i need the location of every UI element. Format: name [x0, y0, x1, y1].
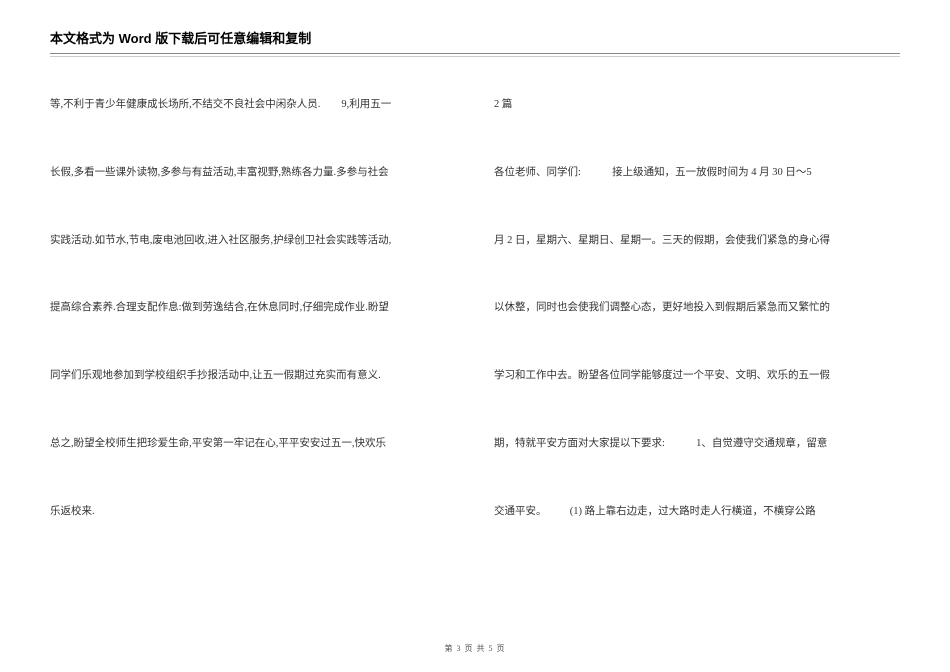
page-header-title: 本文格式为 Word 版下载后可任意编辑和复制	[50, 28, 900, 54]
body-line: 总之,盼望全校师生把珍爱生命,平安第一牢记在心,平平安安过五一,快欢乐	[50, 436, 456, 452]
body-line: 学习和工作中去。盼望各位同学能够度过一个平安、文明、欢乐的五一假	[494, 368, 900, 384]
body-line: 期，特就平安方面对大家提以下要求: 1、自觉遵守交通规章，留意	[494, 436, 900, 452]
page-footer: 第 3 页 共 5 页	[0, 643, 950, 654]
text-fragment: 接上级通知，五一放假时间为 4 月 30 日～5	[612, 167, 812, 178]
right-column: 2 篇 各位老师、同学们: 接上级通知，五一放假时间为 4 月 30 日～5 月…	[494, 97, 900, 519]
text-fragment: 各位老师、同学们:	[494, 167, 581, 178]
text-fragment: 1、自觉遵守交通规章，留意	[696, 438, 827, 449]
body-line: 等,不利于青少年健康成长场所,不结交不良社会中闲杂人员. 9,利用五一	[50, 97, 456, 113]
body-line: 实践活动.如节水,节电,废电池回收,进入社区服务,护绿创卫社会实践等活动,	[50, 233, 456, 249]
body-line: 月 2 日，星期六、星期日、星期一。三天的假期，会使我们紧急的身心得	[494, 233, 900, 249]
text-fragment: 交通平安。	[494, 506, 547, 517]
body-line: 长假,多看一些课外读物,多参与有益活动,丰富视野,熟练各力量.多参与社会	[50, 165, 456, 181]
body-line: 以休整，同时也会使我们调整心态，更好地投入到假期后紧急而又繁忙的	[494, 300, 900, 316]
document-page: 本文格式为 Word 版下载后可任意编辑和复制 等,不利于青少年健康成长场所,不…	[0, 0, 950, 519]
two-column-body: 等,不利于青少年健康成长场所,不结交不良社会中闲杂人员. 9,利用五一 长假,多…	[50, 97, 900, 519]
text-fragment: (1) 路上靠右边走，过大路时走人行横道，不横穿公路	[570, 506, 816, 517]
body-line: 提高综合素养.合理支配作息:做到劳逸结合,在休息同时,仔细完成作业.盼望	[50, 300, 456, 316]
body-line: 交通平安。 (1) 路上靠右边走，过大路时走人行横道，不横穿公路	[494, 504, 900, 520]
body-line: 乐返校来.	[50, 504, 456, 520]
text-fragment: 2 篇	[494, 99, 512, 110]
text-fragment: 期，特就平安方面对大家提以下要求:	[494, 438, 665, 449]
body-line: 2 篇	[494, 97, 900, 113]
body-line: 各位老师、同学们: 接上级通知，五一放假时间为 4 月 30 日～5	[494, 165, 900, 181]
left-column: 等,不利于青少年健康成长场所,不结交不良社会中闲杂人员. 9,利用五一 长假,多…	[50, 97, 456, 519]
header-rule	[50, 56, 900, 57]
body-line: 同学们乐观地参加到学校组织手抄报活动中,让五一假期过充实而有意义.	[50, 368, 456, 384]
